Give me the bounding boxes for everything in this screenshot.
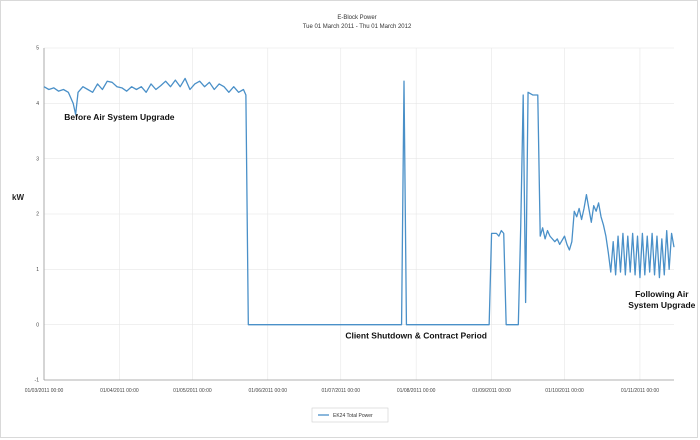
y-tick-label: 5 [36,46,39,52]
annotation-line: Client Shutdown & Contract Period [345,331,487,341]
y-tick-labels: -1 0 1 2 3 4 5 [35,46,40,384]
annotation-line: System Upgrade [628,300,695,310]
x-tick-label: 01/09/2011 00:00 [472,388,511,394]
annotation-line: Before Air System Upgrade [64,112,174,122]
x-tick-label: 01/06/2011 00:00 [249,388,288,394]
x-tick-label: 01/03/2011 00:00 [25,388,64,394]
axes [43,48,674,381]
y-tick-label: -1 [35,378,40,384]
x-tick-label: 01/07/2011 00:00 [321,388,360,394]
y-tick-label: 3 [36,156,39,162]
x-tick-labels: 01/03/2011 00:00 01/04/2011 00:00 01/05/20… [25,388,660,394]
annotation: Client Shutdown & Contract Period [345,331,487,341]
y-tick-label: 0 [36,322,39,328]
x-tick-label: 01/04/2011 00:00 [100,388,139,394]
x-tick-label: 01/10/2011 00:00 [545,388,584,394]
annotation: Before Air System Upgrade [64,112,174,122]
legend[interactable]: EK24 Total Power [311,407,389,423]
annotation: Following Air System Upgrade [628,289,695,310]
y-tick-label: 1 [36,267,39,273]
series-group [43,77,675,326]
x-tick-label: 01/08/2011 00:00 [397,388,436,394]
legend-label: EK24 Total Power [333,413,373,419]
legend-box [311,407,389,423]
y-axis-label: kW [12,193,24,202]
annotations: Before Air System Upgrade Client Shutdown… [64,112,695,341]
y-tick-label: 2 [36,212,39,218]
grid-lines [43,47,674,381]
chart-title: E-Block Power [337,15,376,21]
annotation-line: Following Air [635,289,689,299]
y-tick-label: 4 [36,101,39,107]
x-tick-label: 01/05/2011 00:00 [173,388,212,394]
x-tick-label: 01/11/2011 00:00 [621,388,659,394]
series-line-ek24-total-power [43,77,675,326]
chart-subtitle: Tue 01 March 2011 - Thu 01 March 2012 [303,24,412,30]
